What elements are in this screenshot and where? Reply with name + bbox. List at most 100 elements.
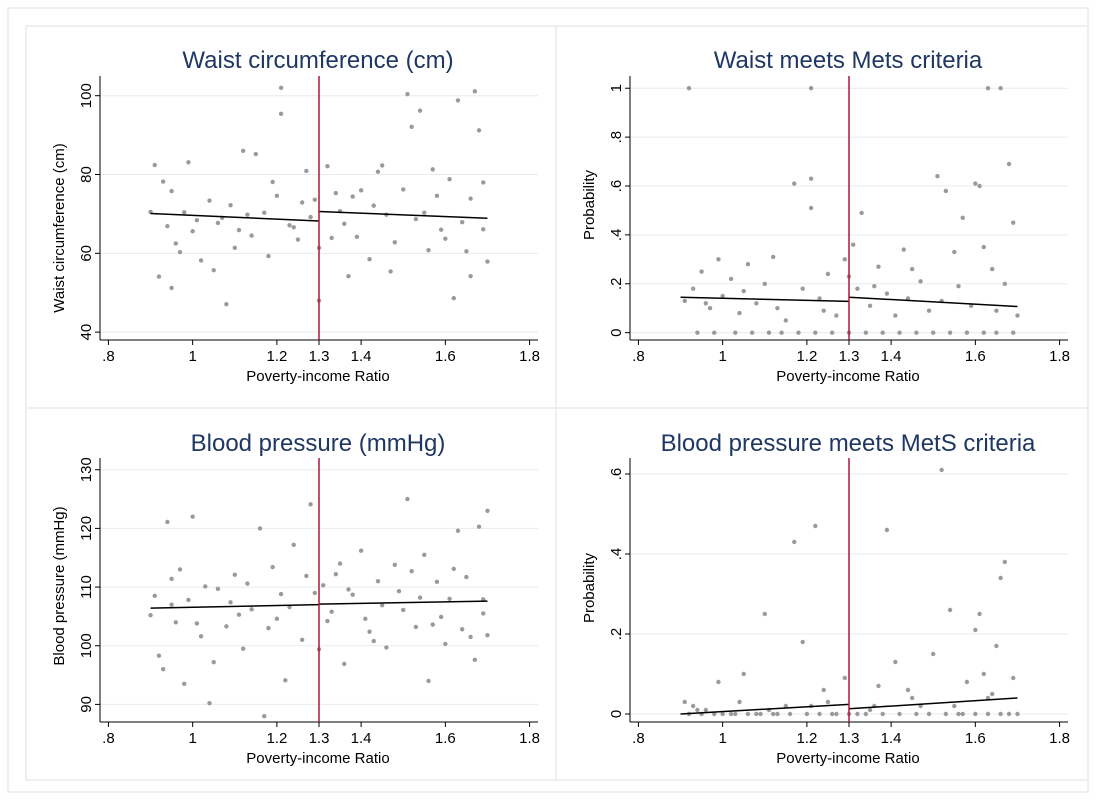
data-point [186, 160, 191, 165]
x-tick-label: 1.4 [351, 348, 372, 365]
data-point [989, 266, 995, 272]
fit-line [318, 600, 488, 605]
data-point [430, 622, 435, 627]
data-point [194, 218, 200, 223]
data-point [808, 176, 814, 181]
data-point [1006, 161, 1012, 167]
data-point [308, 214, 313, 220]
blood-pressure-mets-panel: Blood pressure meets MetS criteria Pover… [581, 430, 1070, 767]
data-point [884, 527, 890, 533]
data-point [783, 318, 789, 323]
blood-pressure-panel: Blood pressure (mmHg) Poverty-income Rat… [51, 430, 540, 767]
data-point [198, 634, 204, 639]
data-point [422, 210, 427, 215]
x-tick-label: 1.6 [965, 348, 986, 365]
data-point [829, 330, 835, 335]
data-point [232, 572, 237, 577]
data-point [787, 711, 793, 717]
x-tick-label: 1.3 [309, 348, 330, 365]
data-point [733, 711, 738, 717]
data-point [438, 614, 444, 620]
data-point [998, 575, 1003, 581]
data-point [758, 711, 763, 717]
data-point [325, 618, 330, 624]
data-point [905, 687, 911, 693]
data-point [299, 637, 305, 643]
data-point [312, 590, 317, 596]
data-point [863, 711, 869, 717]
data-point [867, 707, 873, 713]
data-point [283, 678, 288, 683]
data-point [270, 179, 275, 185]
data-point [1011, 220, 1016, 225]
data-point [240, 148, 246, 154]
x-tick-label: 1.3 [839, 348, 860, 365]
x-tick-label: 1 [718, 348, 726, 365]
data-point [304, 573, 309, 579]
data-point [716, 257, 721, 262]
x-tick-label: 1 [188, 348, 196, 365]
data-point [964, 330, 970, 335]
x-tick-label: 1 [188, 730, 196, 747]
data-point [783, 703, 789, 709]
data-point [295, 237, 301, 242]
data-point [354, 234, 360, 239]
data-point [287, 223, 292, 228]
data-point [960, 711, 965, 717]
x-tick-label: 1.6 [965, 730, 986, 747]
data-point [897, 330, 902, 335]
data-point [384, 645, 389, 650]
y-axis-label: Probability [581, 552, 598, 623]
data-point [262, 210, 267, 215]
data-point [695, 330, 700, 335]
y-tick-label: 1 [608, 84, 625, 92]
data-point [182, 681, 187, 687]
y-tick-label: .4 [608, 229, 625, 242]
x-tick-label: 1.2 [796, 348, 817, 365]
data-point [156, 274, 162, 279]
data-point [745, 711, 751, 717]
data-point [964, 679, 970, 685]
x-tick-label: .8 [632, 348, 645, 365]
data-point [392, 562, 398, 567]
data-point [779, 330, 784, 335]
x-tick-label: 1.8 [1049, 730, 1070, 747]
data-point [943, 188, 949, 194]
data-point [893, 659, 898, 665]
data-point [236, 227, 242, 233]
data-point [855, 286, 860, 291]
data-point [737, 310, 742, 316]
data-point [312, 197, 317, 202]
data-point [703, 707, 709, 713]
data-point [333, 190, 339, 196]
data-point [485, 508, 490, 513]
y-axis-label: Probability [581, 169, 598, 240]
data-point [762, 611, 767, 617]
data-point [236, 612, 242, 617]
x-axis-label: Poverty-income Ratio [776, 750, 919, 767]
data-point [813, 523, 818, 529]
data-point [985, 86, 991, 91]
data-point [485, 259, 490, 264]
data-point [695, 707, 700, 713]
data-point [367, 257, 372, 262]
data-point [770, 254, 776, 260]
data-point [232, 245, 237, 250]
x-tick-label: 1.8 [519, 348, 540, 365]
fit-line [848, 296, 1018, 308]
data-point [800, 286, 805, 291]
data-point [699, 269, 704, 274]
data-point [707, 306, 713, 311]
data-point [308, 502, 313, 507]
data-point [274, 193, 280, 198]
data-point [215, 220, 221, 226]
y-tick-label: .6 [608, 180, 625, 193]
y-tick-label: 100 [78, 633, 95, 658]
data-point [994, 643, 999, 649]
data-point [825, 271, 831, 277]
x-tick-label: 1.2 [266, 730, 287, 747]
data-point [981, 671, 986, 677]
data-point [278, 111, 284, 117]
data-point [152, 162, 157, 168]
data-point [405, 496, 410, 502]
